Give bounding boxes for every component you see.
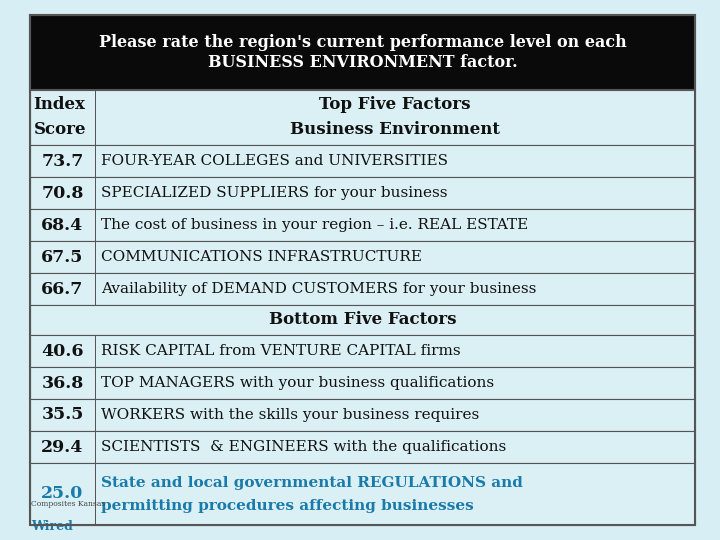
Text: Composites Kansas: Composites Kansas: [32, 500, 106, 508]
Text: State and local governmental REGULATIONS and: State and local governmental REGULATIONS…: [101, 476, 523, 490]
Text: SCIENTISTS  & ENGINEERS with the qualifications: SCIENTISTS & ENGINEERS with the qualific…: [101, 440, 506, 454]
Text: Index: Index: [34, 96, 86, 113]
Text: 36.8: 36.8: [41, 375, 84, 392]
Text: 40.6: 40.6: [41, 342, 84, 360]
Text: 25.0: 25.0: [41, 485, 84, 503]
Text: Business Environment: Business Environment: [290, 121, 500, 138]
Text: WORKERS with the skills your business requires: WORKERS with the skills your business re…: [101, 408, 479, 422]
Text: Score: Score: [34, 121, 86, 138]
Text: 35.5: 35.5: [41, 407, 84, 423]
Text: SPECIALIZED SUPPLIERS for your business: SPECIALIZED SUPPLIERS for your business: [101, 186, 447, 200]
Text: permitting procedures affecting businesses: permitting procedures affecting business…: [101, 500, 474, 514]
Text: Top Five Factors: Top Five Factors: [319, 96, 471, 113]
Text: 29.4: 29.4: [41, 438, 84, 456]
Text: Wired: Wired: [32, 519, 73, 533]
Text: RISK CAPITAL from VENTURE CAPITAL firms: RISK CAPITAL from VENTURE CAPITAL firms: [101, 344, 460, 358]
Text: TOP MANAGERS with your business qualifications: TOP MANAGERS with your business qualific…: [101, 376, 494, 390]
Text: 68.4: 68.4: [41, 217, 84, 233]
Text: FOUR-YEAR COLLEGES and UNIVERSITIES: FOUR-YEAR COLLEGES and UNIVERSITIES: [101, 154, 448, 168]
Text: Please rate the region's current performance level on each
BUSINESS ENVIRONMENT : Please rate the region's current perform…: [99, 34, 626, 71]
Text: The cost of business in your region – i.e. REAL ESTATE: The cost of business in your region – i.…: [101, 218, 528, 232]
Text: 73.7: 73.7: [41, 152, 84, 170]
Text: Availability of DEMAND CUSTOMERS for your business: Availability of DEMAND CUSTOMERS for you…: [101, 282, 536, 296]
Text: 70.8: 70.8: [41, 185, 84, 201]
Text: 67.5: 67.5: [41, 248, 84, 266]
Text: COMMUNICATIONS INFRASTRUCTURE: COMMUNICATIONS INFRASTRUCTURE: [101, 250, 422, 264]
Text: 66.7: 66.7: [41, 280, 84, 298]
Text: Bottom Five Factors: Bottom Five Factors: [269, 312, 456, 328]
